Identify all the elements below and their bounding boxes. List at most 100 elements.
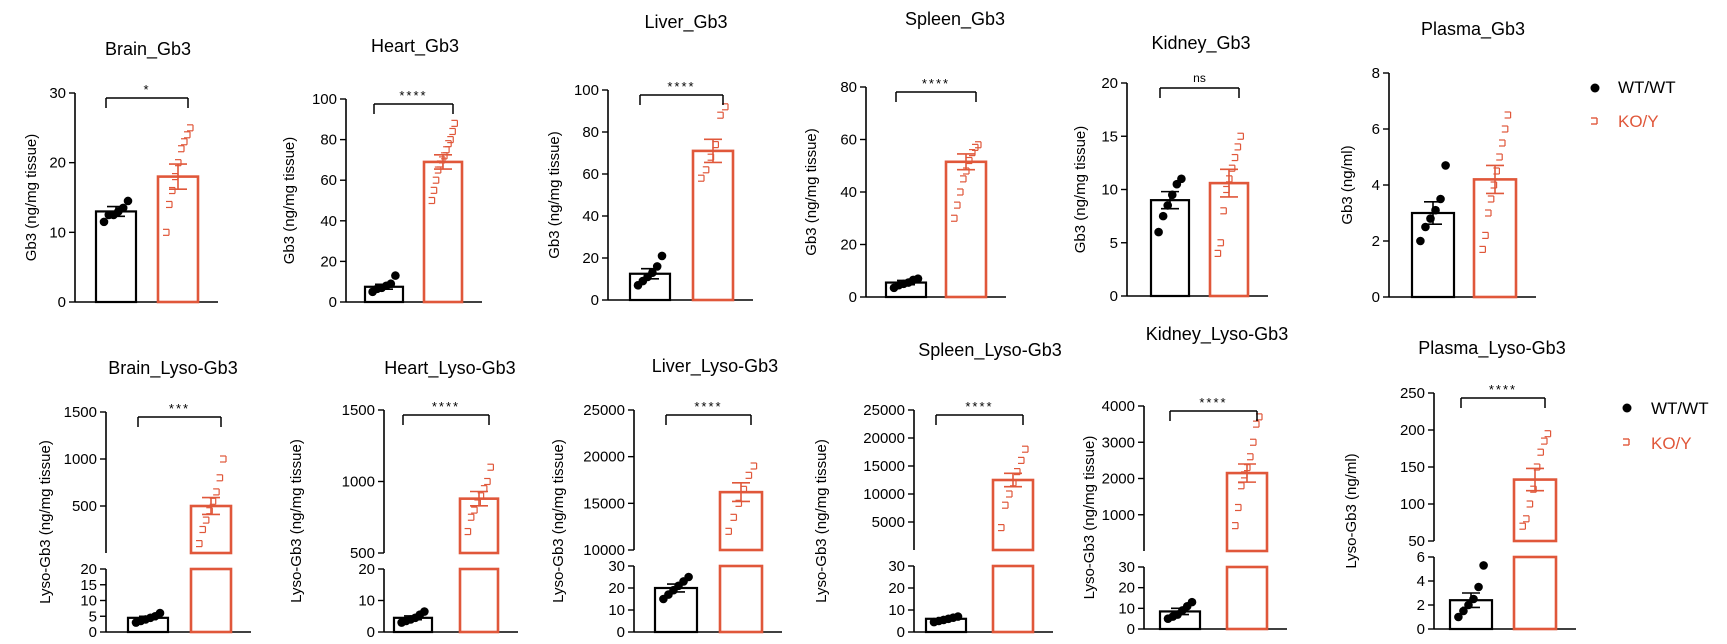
bar-ko	[156, 175, 200, 304]
y-tick-label: 15	[80, 577, 97, 594]
chart-title: Heart_Lyso-Gb3	[384, 358, 515, 379]
data-point-ko	[213, 488, 220, 496]
data-point-ko	[178, 145, 185, 153]
y-tick-label: 2000	[1102, 471, 1135, 488]
y-tick-label: 0	[591, 292, 599, 309]
data-point-ko	[998, 523, 1005, 532]
y-tick-label: 4	[1417, 573, 1425, 590]
data-point-ko	[717, 111, 724, 119]
data-point-ko	[196, 539, 203, 548]
y-tick-label: 10	[1118, 600, 1135, 617]
y-tick-label: 10	[608, 602, 625, 619]
data-point-ko	[428, 196, 436, 205]
data-point-ko	[220, 455, 227, 463]
bar-ko	[1225, 471, 1269, 553]
legend-ko-label-2: KO/Y	[1651, 434, 1692, 453]
data-point-ko	[434, 166, 442, 174]
y-tick-label: 500	[72, 498, 97, 515]
data-point-wt	[657, 251, 667, 261]
data-point-ko	[1493, 167, 1501, 175]
data-point-ko	[436, 160, 444, 168]
y-tick-label: 10	[888, 602, 905, 619]
y-tick-label: 8	[1372, 65, 1380, 82]
chart-panel-2: Liver_Gb3 Gb3 (ng/mg tissue) 0 20 40 60 80 100 *…	[546, 12, 753, 309]
data-point-ko	[1501, 125, 1509, 133]
y-tick-label: 20000	[583, 449, 625, 466]
data-point-ko	[975, 141, 982, 149]
data-point-ko	[1541, 437, 1548, 445]
y-tick-label: 0	[1127, 621, 1135, 638]
y-tick-label: 0	[1110, 288, 1118, 305]
y-tick-label: 5	[1110, 235, 1118, 252]
y-axis-label: Gb3 (ng/mg tissue)	[281, 137, 298, 265]
chart-panel-0: Brain_Gb3 Gb3 (ng/mg tissue) 0 10 20 30 *	[23, 39, 218, 311]
chart-panel-8: Liver_Lyso-Gb3 Lyso-Gb3 (ng/mg tissue) 10 0…	[550, 356, 782, 641]
data-point-ko	[1220, 207, 1227, 215]
y-tick-label: 0	[1417, 621, 1425, 638]
chart-panel-11: Plasma_Lyso-Gb3 Lyso-Gb3 (ng/ml) 50 100 150 2…	[1343, 338, 1576, 638]
bar-ko-lower	[1512, 555, 1558, 631]
data-point-ko	[1237, 132, 1245, 140]
data-point-ko	[1014, 468, 1021, 476]
legend-bottom: WT/WT KO/Y	[1622, 399, 1709, 453]
data-point-ko	[1231, 153, 1239, 162]
data-point-ko	[169, 186, 176, 195]
chart-panel-1: Heart_Gb3 Gb3 (ng/mg tissue) 0 20 40 60 80 100 *…	[281, 36, 482, 311]
data-point-ko	[951, 214, 958, 222]
y-tick-label: 80	[320, 132, 337, 149]
bar-wt	[653, 586, 699, 634]
data-point-wt	[913, 274, 923, 283]
data-point-ko	[432, 176, 440, 184]
y-axis-label: Gb3 (ng/mg tissue)	[1072, 126, 1089, 254]
data-point-ko	[1519, 522, 1527, 530]
data-point-ko	[438, 156, 446, 164]
data-point-ko	[735, 499, 743, 507]
data-point-wt	[1177, 174, 1186, 184]
data-point-ko	[187, 124, 194, 132]
y-axis-label: Gb3 (ng/mg tissue)	[23, 134, 40, 262]
y-axis-label: Lyso-Gb3 (ng/mg tissue)	[550, 439, 567, 603]
data-point-ko	[430, 186, 438, 194]
data-point-wt	[155, 608, 165, 618]
chart-title: Liver_Lyso-Gb3	[652, 356, 778, 377]
chart-panel-9: Spleen_Lyso-Gb3 Lyso-Gb3 (ng/mg tissue) 50…	[813, 340, 1062, 641]
y-tick-label: 20000	[863, 430, 905, 447]
y-tick-label: 200	[1400, 422, 1425, 439]
bar-ko-lower	[1225, 565, 1269, 631]
data-point-ko	[730, 513, 738, 521]
data-point-ko	[1482, 231, 1489, 239]
y-tick-label: 5	[89, 608, 97, 625]
data-point-ko	[1533, 463, 1541, 471]
y-tick-label: 1000	[342, 474, 375, 491]
data-point-ko	[166, 200, 173, 209]
data-point-ko	[202, 516, 210, 524]
y-tick-label: 250	[1400, 385, 1425, 402]
y-tick-label: 0	[849, 289, 857, 306]
data-point-wt	[1158, 211, 1168, 221]
y-tick-label: 50	[1408, 533, 1425, 550]
y-tick-label: 0	[897, 624, 905, 641]
y-tick-label: 25000	[583, 402, 625, 419]
chart-panel-4: Kidney_Gb3 Gb3 (ng/mg tissue) 0 5 10 15 20 ns	[1072, 33, 1268, 305]
data-point-wt	[118, 203, 128, 213]
bar-wt	[1149, 199, 1191, 298]
data-point-ko	[477, 492, 485, 500]
bar-ko-lower	[189, 567, 233, 634]
chart-title: Plasma_Lyso-Gb3	[1418, 338, 1565, 359]
significance-label: *	[143, 82, 150, 97]
data-point-wt	[652, 262, 662, 271]
data-point-ko	[1487, 195, 1495, 203]
y-tick-label: 0	[617, 624, 625, 641]
y-tick-label: 20	[1101, 75, 1118, 92]
y-tick-label: 60	[320, 172, 337, 189]
bar-ko	[991, 478, 1035, 552]
data-point-ko	[1238, 482, 1245, 490]
data-point-wt	[1154, 227, 1163, 237]
legend-wt-label: WT/WT	[1618, 78, 1676, 97]
y-tick-label: 100	[312, 91, 337, 108]
data-point-ko	[1223, 185, 1230, 194]
legend-wt-label-2: WT/WT	[1651, 399, 1709, 418]
data-point-ko	[216, 474, 224, 482]
legend-ko-marker	[1591, 117, 1598, 125]
